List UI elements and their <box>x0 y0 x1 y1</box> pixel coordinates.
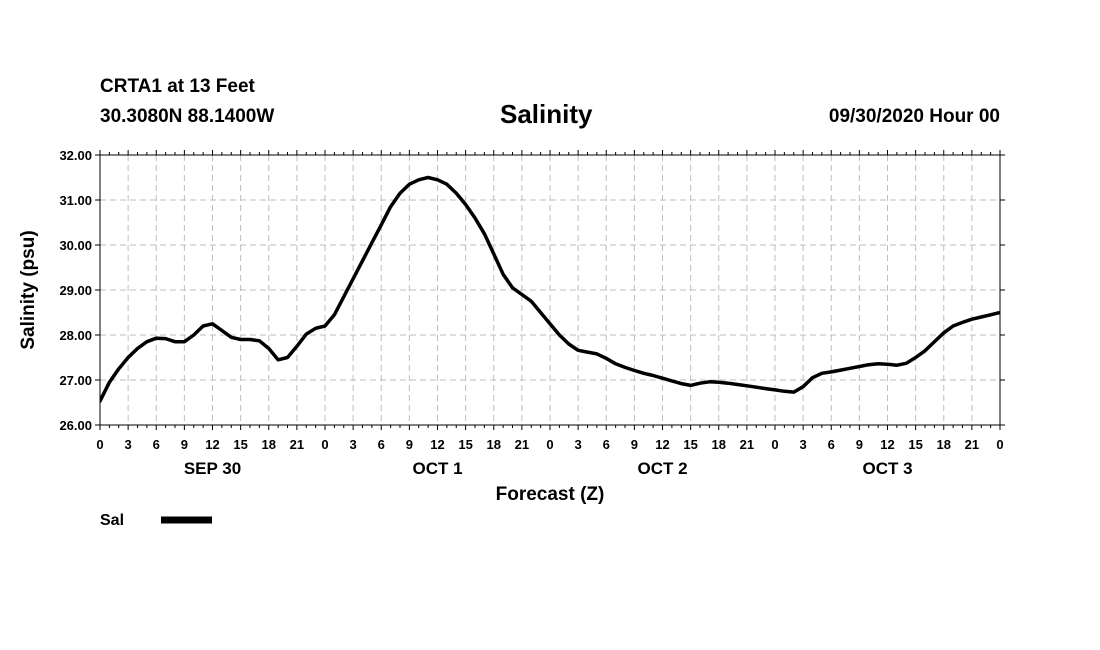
x-tick-label: 6 <box>153 437 160 452</box>
y-tick-label: 29.00 <box>59 283 92 298</box>
y-tick-label: 27.00 <box>59 373 92 388</box>
x-tick-label: 21 <box>515 437 529 452</box>
x-tick-label: 6 <box>378 437 385 452</box>
x-tick-label: 21 <box>290 437 304 452</box>
series <box>100 175 1000 403</box>
x-tick-label: 21 <box>965 437 979 452</box>
x-axis-title: Forecast (Z) <box>496 484 605 505</box>
x-tick-label: 12 <box>655 437 669 452</box>
grid <box>100 155 1000 425</box>
x-tick-label: 0 <box>771 437 778 452</box>
x-tick-label: 6 <box>828 437 835 452</box>
x-tick-label: 3 <box>125 437 132 452</box>
x-tick-label: 3 <box>800 437 807 452</box>
x-tick-label: 18 <box>487 437 501 452</box>
x-tick-label: 0 <box>546 437 553 452</box>
day-label: OCT 3 <box>862 459 912 478</box>
y-tick-label: 31.00 <box>59 193 92 208</box>
plot-frame <box>99 154 1001 426</box>
x-tick-label: 0 <box>996 437 1003 452</box>
legend-label: Sal <box>100 512 124 529</box>
day-label: OCT 1 <box>412 459 462 478</box>
x-tick-label: 15 <box>458 437 472 452</box>
x-tick-label: 15 <box>908 437 922 452</box>
series-line-sal <box>100 175 1000 403</box>
y-axis-title: Salinity (psu) <box>18 230 39 349</box>
x-tick-label: 0 <box>96 437 103 452</box>
station-name: CRTA1 at 13 Feet <box>100 76 255 97</box>
y-tick-label: 32.00 <box>59 148 92 163</box>
x-tick-label: 15 <box>683 437 697 452</box>
x-tick-label: 0 <box>321 437 328 452</box>
station-coords: 30.3080N 88.1400W <box>100 106 275 127</box>
x-tick-label: 18 <box>712 437 726 452</box>
run-time: 09/30/2020 Hour 00 <box>828 106 1000 127</box>
x-tick-label: 6 <box>603 437 610 452</box>
x-tick-label: 9 <box>181 437 188 452</box>
day-label: SEP 30 <box>184 459 241 478</box>
x-tick-label: 3 <box>575 437 582 452</box>
day-label: OCT 2 <box>637 459 687 478</box>
y-tick-label: 26.00 <box>59 418 92 433</box>
labels: 26.00 27.00 28.00 29.00 30.00 31.00 32.00 0 3 6 9 1… <box>18 148 1004 529</box>
x-tick-label: 15 <box>233 437 247 452</box>
x-tick-label: 12 <box>430 437 444 452</box>
x-tick-label: 9 <box>406 437 413 452</box>
axes <box>95 150 1005 430</box>
y-tick-label: 30.00 <box>59 238 92 253</box>
x-tick-label: 9 <box>856 437 863 452</box>
x-tick-label: 18 <box>262 437 276 452</box>
chart-title: Salinity <box>500 99 593 129</box>
x-tick-label: 12 <box>880 437 894 452</box>
x-tick-label: 9 <box>631 437 638 452</box>
x-tick-label: 3 <box>350 437 357 452</box>
x-tick-label: 18 <box>937 437 951 452</box>
y-tick-label: 28.00 <box>59 328 92 343</box>
x-tick-label: 21 <box>740 437 754 452</box>
x-tick-label: 12 <box>205 437 219 452</box>
